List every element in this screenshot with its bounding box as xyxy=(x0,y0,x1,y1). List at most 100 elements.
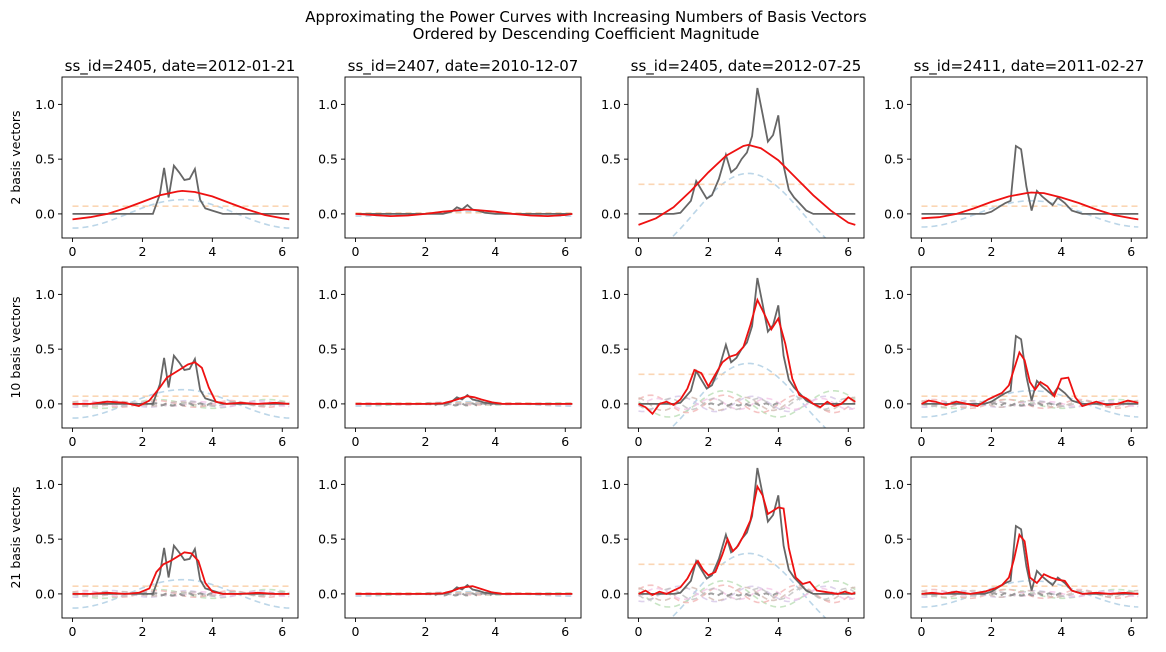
x-tick-label: 6 xyxy=(1127,624,1135,639)
x-tick-label: 6 xyxy=(1127,434,1135,449)
axes-frame xyxy=(910,266,1148,429)
x-tick-label: 0 xyxy=(69,434,77,449)
x-tick-label: 6 xyxy=(561,434,569,449)
approximation-line xyxy=(72,189,290,221)
subplot-r2-c2: 0 2 4 6 0.0 0.5 1.0 xyxy=(601,456,865,639)
axes-frame xyxy=(61,456,299,619)
plot-area xyxy=(72,163,290,229)
approximation-line xyxy=(638,143,856,226)
row-label: 21 basis vectors xyxy=(8,486,23,588)
y-tick-label: 1.0 xyxy=(601,287,621,302)
y-tick-label: 1.0 xyxy=(601,477,621,492)
x-tick-label: 6 xyxy=(1127,244,1135,259)
x-tick-label: 0 xyxy=(352,624,360,639)
x-tick-label: 2 xyxy=(421,244,429,259)
basis-vector-line xyxy=(72,578,290,609)
basis-vector-line xyxy=(990,592,1062,597)
y-tick-label: 0.0 xyxy=(884,396,904,411)
x-tick-label: 4 xyxy=(774,244,782,259)
subplot-title: ss_id=2405, date=2012-01-21 xyxy=(65,57,296,76)
y-tick-label: 0.0 xyxy=(318,396,338,411)
plot-area xyxy=(638,277,856,428)
x-tick-label: 2 xyxy=(987,624,995,639)
plot-area xyxy=(921,524,1139,608)
y-tick-label: 0.0 xyxy=(318,586,338,601)
axes-frame xyxy=(910,456,1148,619)
y-tick-label: 0.0 xyxy=(601,206,621,221)
axes-frame xyxy=(61,266,299,429)
x-tick-label: 0 xyxy=(918,244,926,259)
y-tick-label: 1.0 xyxy=(884,287,904,302)
y-tick-label: 0.5 xyxy=(35,152,55,167)
actual-power-line xyxy=(921,144,1139,215)
plot-area xyxy=(638,87,856,238)
x-tick-label: 6 xyxy=(278,434,286,449)
x-tick-label: 4 xyxy=(774,434,782,449)
subplot-r0-c3: 0 2 4 6 0.0 0.5 1.0 ss_id=2411, date=2011-02-27 xyxy=(884,57,1148,259)
x-tick-label: 4 xyxy=(1057,434,1065,449)
x-tick-label: 6 xyxy=(844,434,852,449)
subplot-r2-c0: 0 2 4 6 0.0 0.5 1.0 21 basis vectors xyxy=(8,456,299,639)
actual-power-line xyxy=(638,467,856,595)
x-tick-label: 0 xyxy=(352,244,360,259)
x-tick-label: 0 xyxy=(635,434,643,449)
plot-area xyxy=(72,353,290,419)
y-tick-label: 0.5 xyxy=(601,532,621,547)
x-tick-label: 6 xyxy=(561,624,569,639)
approximation-line xyxy=(355,395,573,405)
x-tick-label: 2 xyxy=(704,624,712,639)
approximation-line xyxy=(355,585,573,595)
plot-area xyxy=(921,334,1139,418)
y-tick-label: 0.0 xyxy=(318,206,338,221)
x-tick-label: 4 xyxy=(774,624,782,639)
x-tick-label: 2 xyxy=(138,244,146,259)
row-label: 10 basis vectors xyxy=(8,296,23,398)
x-tick-label: 6 xyxy=(844,624,852,639)
basis-vector-line xyxy=(921,589,1139,599)
basis-vector-line xyxy=(707,592,779,597)
approximation-line xyxy=(921,191,1139,221)
x-tick-label: 2 xyxy=(987,244,995,259)
y-tick-label: 0.5 xyxy=(35,532,55,547)
plot-area xyxy=(355,393,573,407)
basis-vector-line xyxy=(670,362,827,428)
subplot-r0-c2: 0 2 4 6 0.0 0.5 1.0 ss_id=2405, date=2012-07-25 xyxy=(601,57,865,259)
x-tick-label: 4 xyxy=(491,434,499,449)
axes-frame xyxy=(910,76,1148,239)
actual-power-line xyxy=(921,524,1139,595)
axes-frame xyxy=(344,456,582,619)
x-tick-label: 4 xyxy=(208,434,216,449)
y-tick-label: 0.5 xyxy=(884,342,904,357)
y-tick-label: 0.0 xyxy=(35,206,55,221)
y-tick-label: 0.0 xyxy=(35,586,55,601)
x-tick-label: 0 xyxy=(635,244,643,259)
basis-vector-line xyxy=(707,402,779,407)
x-tick-label: 2 xyxy=(138,434,146,449)
actual-power-line xyxy=(72,353,290,405)
subplot-grid: 0 2 4 6 0.0 0.5 1.0 ss_id=2405, date=2012-01-21… xyxy=(8,57,1148,639)
plot-area xyxy=(355,583,573,597)
subplot-r0-c1: 0 2 4 6 0.0 0.5 1.0 ss_id=2407, date=2010-12-07 xyxy=(318,57,582,259)
plot-area xyxy=(72,543,290,609)
y-tick-label: 1.0 xyxy=(601,97,621,112)
subplot-r1-c2: 0 2 4 6 0.0 0.5 1.0 xyxy=(601,266,865,449)
approximation-line xyxy=(921,350,1139,408)
axes-frame xyxy=(627,76,865,239)
x-tick-label: 2 xyxy=(704,434,712,449)
basis-vector-line xyxy=(638,389,856,418)
y-tick-label: 0.0 xyxy=(601,586,621,601)
y-tick-label: 1.0 xyxy=(35,97,55,112)
basis-vector-line xyxy=(141,402,213,407)
subplot-r2-c3: 0 2 4 6 0.0 0.5 1.0 xyxy=(884,456,1148,639)
figure-title-line1: Approximating the Power Curves with Incr… xyxy=(305,8,867,26)
basis-vector-line xyxy=(638,397,856,411)
y-tick-label: 1.0 xyxy=(318,97,338,112)
x-tick-label: 6 xyxy=(561,244,569,259)
subplot-title: ss_id=2405, date=2012-07-25 xyxy=(631,57,862,76)
x-tick-label: 4 xyxy=(208,244,216,259)
subplot-r1-c1: 0 2 4 6 0.0 0.5 1.0 xyxy=(318,266,582,449)
x-tick-label: 4 xyxy=(491,244,499,259)
actual-power-line xyxy=(638,87,856,215)
y-tick-label: 0.5 xyxy=(318,342,338,357)
